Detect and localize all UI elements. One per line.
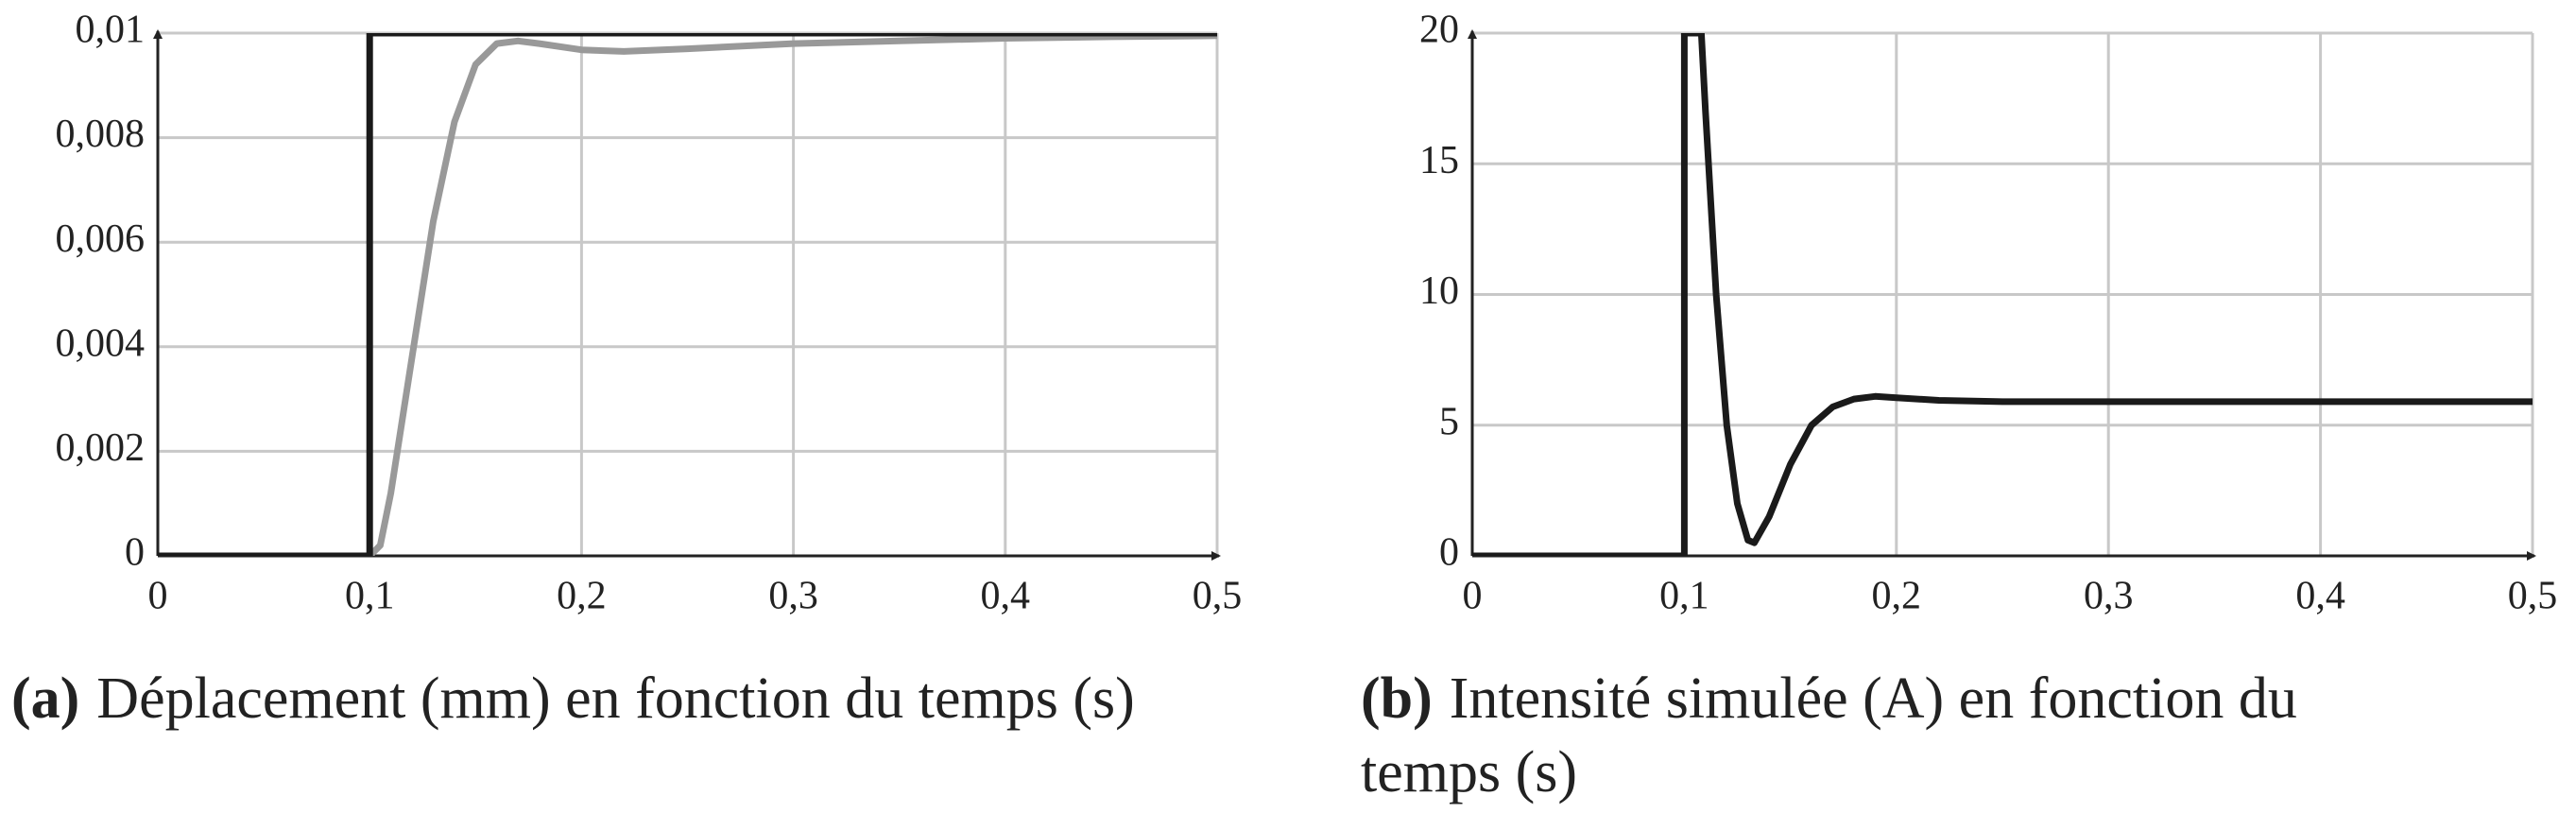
caption-label: (b) — [1361, 666, 1433, 731]
x-tick-label: 0 — [1463, 575, 1483, 618]
caption-label: (a) — [11, 666, 80, 731]
y-tick-label: 0 — [125, 531, 145, 575]
x-tick-label: 0,4 — [981, 575, 1031, 618]
x-tick-label: 0,1 — [1659, 575, 1709, 618]
x-tick-label: 0,3 — [2084, 575, 2134, 618]
y-tick-label: 20 — [1419, 9, 1459, 52]
charts: 0 0,002 0,004 0,006 0,008 0,01 0 0,1 0,2 0,3 0,4 0,… — [56, 9, 2558, 618]
y-tick-label: 0,008 — [56, 112, 146, 156]
x-tick-label: 0,4 — [2295, 575, 2345, 618]
x-tick-label: 0,5 — [1193, 575, 1243, 618]
y-tick-label: 0 — [1439, 531, 1459, 575]
y-tick-label: 0,002 — [56, 426, 146, 470]
y-tick-label: 10 — [1419, 269, 1459, 313]
y-tick-label: 5 — [1439, 400, 1459, 443]
y-tick-label: 0,01 — [76, 9, 146, 52]
y-tick-label: 0,006 — [56, 217, 146, 261]
y-tick-label: 0,004 — [56, 321, 146, 365]
caption-b: (b) Intensité simulée (A) en fonction du … — [1361, 662, 2447, 809]
caption-a: (a) Déplacement (mm) en fonction du temps… — [11, 662, 1259, 735]
x-tick-label: 0,2 — [1872, 575, 1922, 618]
x-tick-label: 0,3 — [768, 575, 818, 618]
y-tick-label: 15 — [1419, 139, 1459, 182]
x-tick-label: 0,2 — [557, 575, 607, 618]
series-line — [158, 33, 1217, 556]
series-line — [158, 33, 1217, 556]
x-tick-label: 0,1 — [345, 575, 395, 618]
series-line — [1472, 33, 2533, 556]
caption-text: Déplacement (mm) en fonction du temps (s… — [96, 666, 1135, 731]
x-tick-label: 0,5 — [2508, 575, 2558, 618]
caption-text: Intensité simulée (A) en fonction du tem… — [1361, 666, 2297, 804]
x-tick-label: 0 — [148, 575, 168, 618]
